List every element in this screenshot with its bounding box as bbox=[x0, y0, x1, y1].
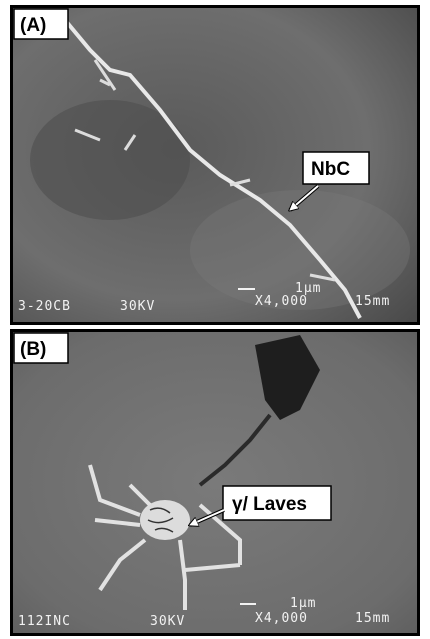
magnification: X4,000 bbox=[255, 611, 308, 626]
annotation: NbC bbox=[311, 159, 350, 180]
voltage: 30KV bbox=[120, 299, 155, 314]
laves-phase bbox=[140, 500, 190, 540]
sample-id: 3-20CB bbox=[18, 299, 71, 314]
panel-b: (B) γ/ Laves 1μm 112INC 30KV X4,000 15mm bbox=[10, 329, 420, 636]
page: {"panels": [ {"label": "(A)", "annotatio… bbox=[0, 0, 430, 639]
figure: (A) NbC 1μm 3-20CB 30KV X4,000 15mm (B) … bbox=[0, 0, 430, 639]
annotation: γ/ Laves bbox=[232, 494, 307, 515]
voltage: 30KV bbox=[150, 614, 185, 629]
panel-label: (A) bbox=[20, 15, 46, 36]
panel-label: (B) bbox=[20, 339, 46, 360]
working-distance: 15mm bbox=[355, 294, 390, 309]
sample-id: 112INC bbox=[18, 614, 71, 629]
micrograph bbox=[13, 332, 417, 633]
scale-label: 1μm bbox=[290, 596, 316, 611]
working-distance: 15mm bbox=[355, 611, 390, 626]
panel-a: (A) NbC 1μm 3-20CB 30KV X4,000 15mm bbox=[10, 5, 420, 325]
magnification: X4,000 bbox=[255, 294, 308, 309]
